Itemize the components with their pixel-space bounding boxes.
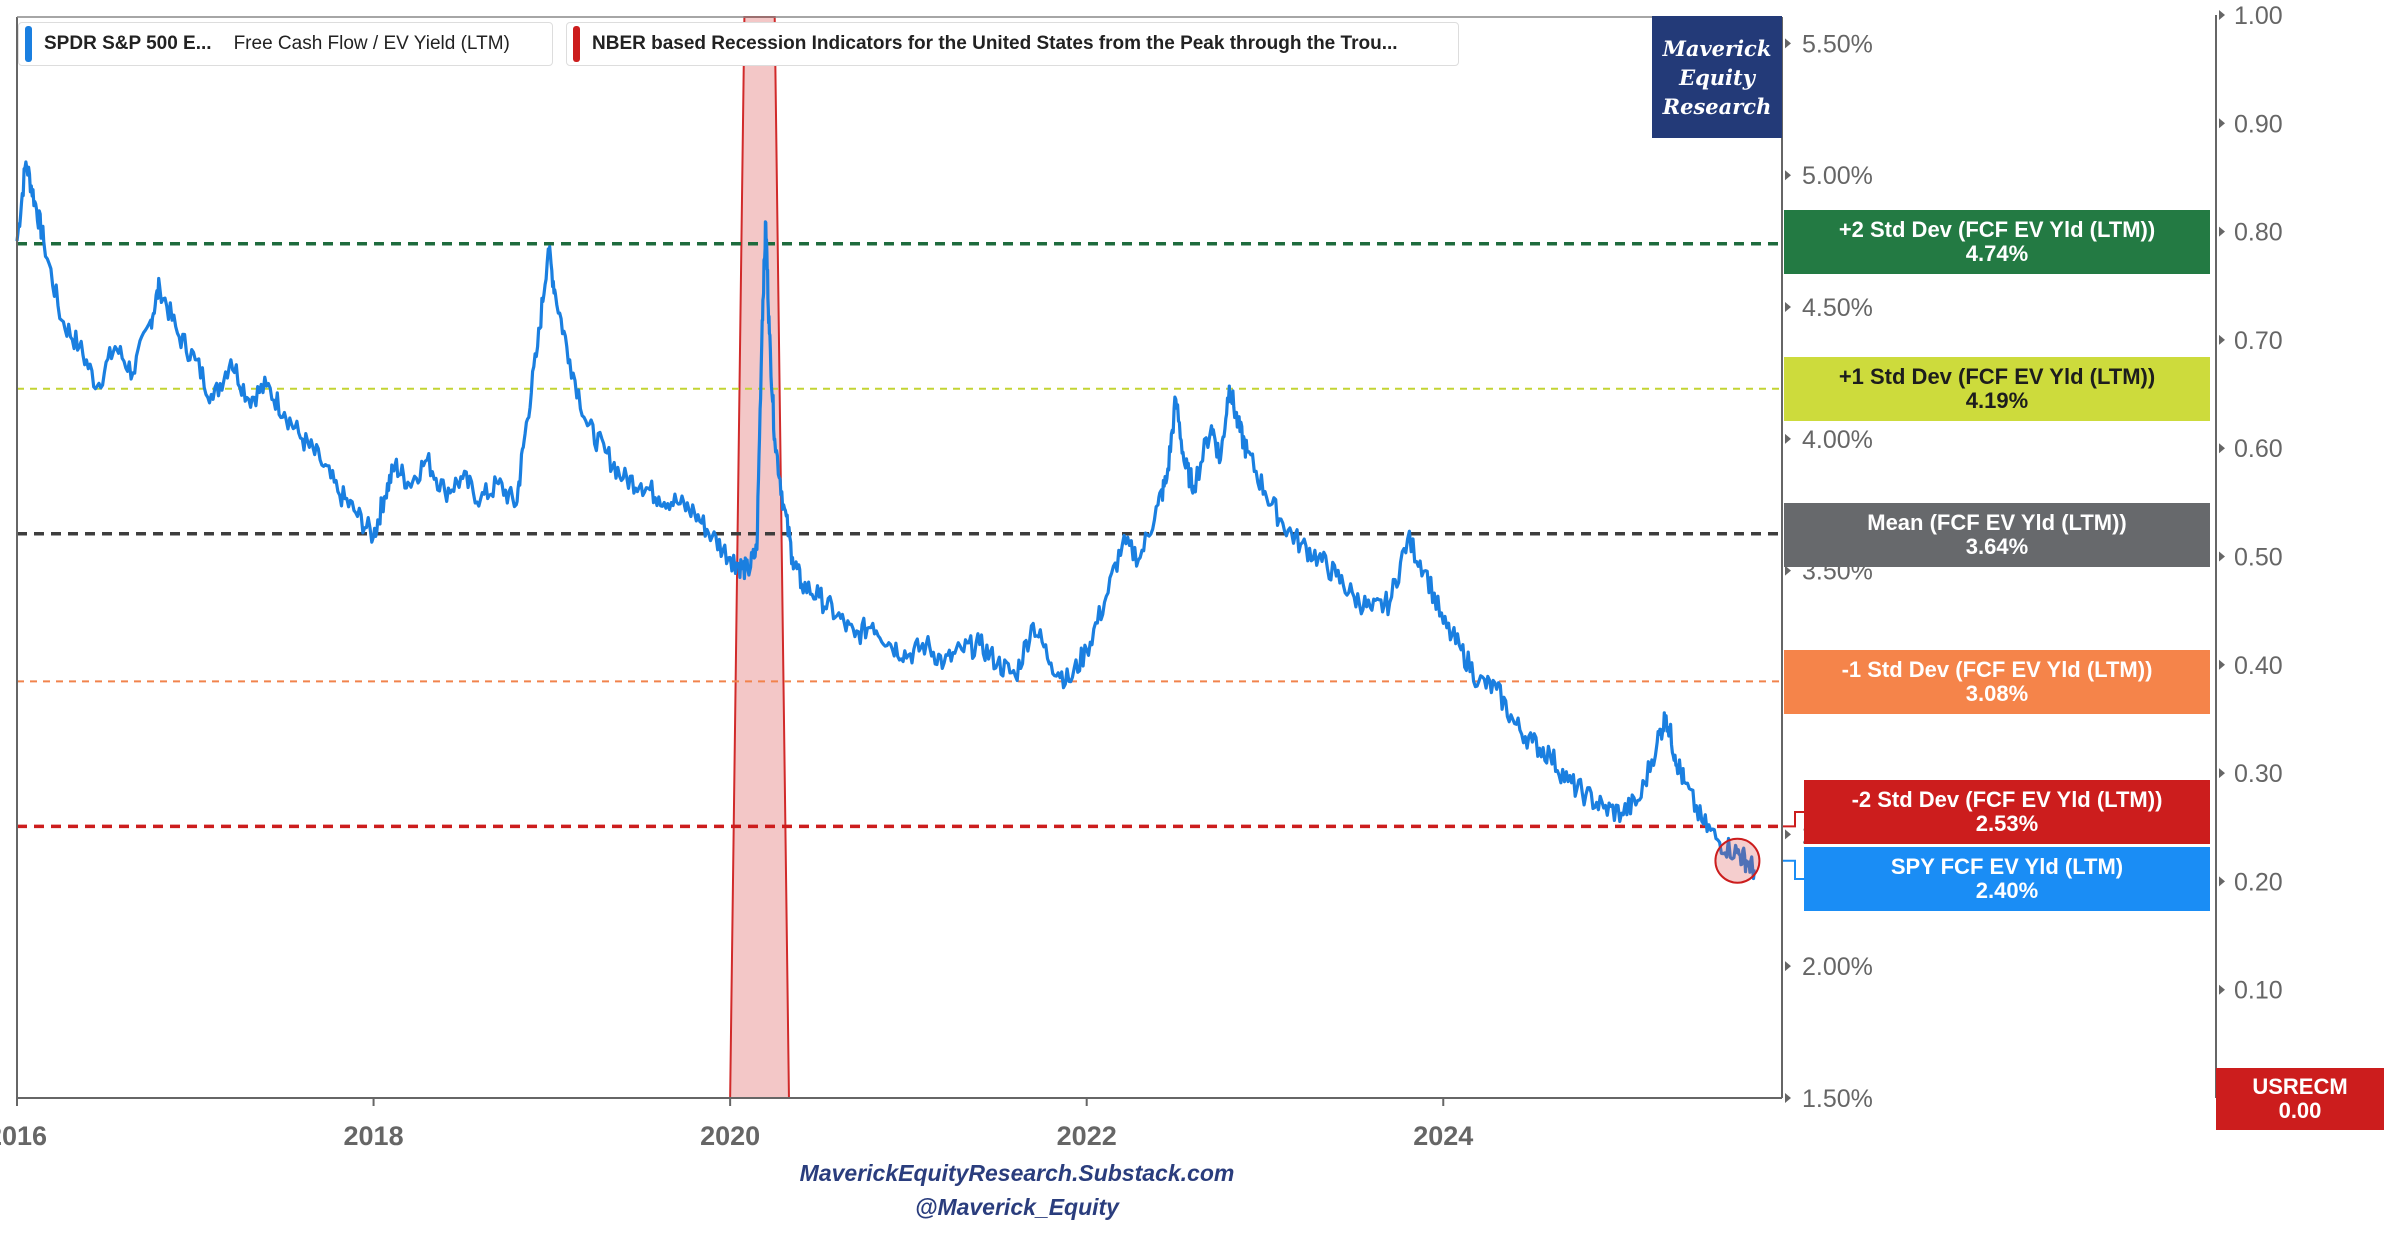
y-tick-mark <box>1785 961 1791 972</box>
x-tick-label: 2020 <box>700 1121 760 1151</box>
band-value: 3.08% <box>1965 681 2029 706</box>
x-tick-label: 2016 <box>0 1121 47 1151</box>
y-tick-mark <box>1785 38 1791 49</box>
band-badge-minus1: -1 Std Dev (FCF EV Yld (LTM)) 3.08% <box>1784 650 2210 714</box>
recession-area <box>17 16 1782 1099</box>
legend-ticker: SPDR S&P 500 E... <box>44 33 212 54</box>
y2-tick-mark <box>2219 10 2225 20</box>
x-tick-label: 2024 <box>1413 1121 1473 1151</box>
band-label: +1 Std Dev (FCF EV Yld (LTM)) <box>1838 364 2156 389</box>
y2-tick-label: 0.90 <box>2234 110 2283 138</box>
band-value: 2.53% <box>1975 811 2039 836</box>
y2-tick-mark <box>2219 659 2225 670</box>
y2-tick-label: 0.50 <box>2234 544 2283 572</box>
y-tick-label: 4.50% <box>1802 294 1873 322</box>
latest-value-highlight <box>1714 837 1761 884</box>
legend-item-spy[interactable]: SPDR S&P 500 E... Free Cash Flow / EV Yi… <box>18 22 553 66</box>
current-value-badge: SPY FCF EV Yld (LTM) 2.40% <box>1804 847 2210 911</box>
band-label: +2 Std Dev (FCF EV Yld (LTM)) <box>1838 217 2156 242</box>
current-value: 2.40% <box>1975 878 2039 903</box>
legend-swatch-spy <box>25 26 32 62</box>
band-badge-plus1: +1 Std Dev (FCF EV Yld (LTM)) 4.19% <box>1784 357 2210 421</box>
legend-swatch-recession <box>573 26 580 62</box>
y2-tick-label: 0.80 <box>2234 219 2283 247</box>
y2-tick-mark <box>2219 876 2225 887</box>
recession-badge-label: USRECM <box>2252 1074 2348 1099</box>
y2-tick-mark <box>2219 226 2225 237</box>
footer-site[interactable]: MaverickEquityResearch.Substack.com <box>799 1160 1235 1186</box>
y-tick-label: 5.00% <box>1802 162 1873 190</box>
logo-line-3: Research <box>1662 93 1772 119</box>
y2-tick-mark <box>2219 551 2225 562</box>
axes <box>16 15 2217 1099</box>
connector-current <box>1782 859 1804 880</box>
legend-metric: Free Cash Flow / EV Yield (LTM) <box>233 33 510 54</box>
y2-tick-mark <box>2219 768 2225 779</box>
x-tick-label: 2022 <box>1057 1121 1117 1151</box>
footer-handle[interactable]: @Maverick_Equity <box>915 1194 1119 1220</box>
band-label: -1 Std Dev (FCF EV Yld (LTM)) <box>1841 657 2153 682</box>
spy-fcf-ev-yield-line <box>15 160 1757 881</box>
recession-layer <box>17 16 1782 1099</box>
recession-value-badge: USRECM 0.00 <box>2216 1068 2384 1130</box>
band-badge-mean: Mean (FCF EV Yld (LTM)) 3.64% <box>1784 503 2210 567</box>
y-tick-mark <box>1785 302 1791 313</box>
band-badge-minus2: -2 Std Dev (FCF EV Yld (LTM)) 2.53% <box>1804 780 2210 844</box>
connector-minus2 <box>1782 811 1804 828</box>
y2-tick-mark <box>2219 334 2225 345</box>
current-label: SPY FCF EV Yld (LTM) <box>1890 854 2124 879</box>
y-tick-label: 2.00% <box>1802 953 1873 981</box>
tick-labels: 201620182020202220241.50%2.00%2.50%3.00%… <box>0 2 2283 1151</box>
legend-recession-name: NBER based Recession Indicators for the … <box>592 33 1398 54</box>
x-tick-label: 2018 <box>344 1121 404 1151</box>
logo-line-1: Maverick <box>1662 35 1772 61</box>
y-tick-mark <box>1785 829 1791 840</box>
band-label: -2 Std Dev (FCF EV Yld (LTM)) <box>1851 787 2163 812</box>
recession-badge-value: 0.00 <box>2278 1098 2322 1123</box>
y2-tick-label: 1.00 <box>2234 2 2283 30</box>
y-tick-mark <box>1785 1093 1791 1103</box>
legend-item-recession[interactable]: NBER based Recession Indicators for the … <box>566 22 1459 66</box>
reference-lines <box>17 241 1782 829</box>
y-tick-label: 1.50% <box>1802 1085 1873 1113</box>
y2-tick-mark <box>2219 984 2225 995</box>
maverick-logo: Maverick Equity Research <box>1652 16 1782 138</box>
band-label: Mean (FCF EV Yld (LTM)) <box>1867 510 2127 535</box>
y2-tick-mark <box>2219 118 2225 129</box>
y2-tick-label: 0.10 <box>2234 977 2283 1005</box>
y2-tick-label: 0.60 <box>2234 435 2283 463</box>
y-tick-mark <box>1785 565 1791 576</box>
y-tick-label: 4.00% <box>1802 426 1873 454</box>
band-badge-plus2: +2 Std Dev (FCF EV Yld (LTM)) 4.74% <box>1784 210 2210 274</box>
y2-tick-label: 0.30 <box>2234 760 2283 788</box>
series-layer <box>15 160 1804 884</box>
band-value: 4.74% <box>1965 241 2029 266</box>
y2-tick-label: 0.40 <box>2234 652 2283 680</box>
band-value: 4.19% <box>1965 388 2029 413</box>
y2-tick-mark <box>2219 443 2225 454</box>
y-tick-mark <box>1785 170 1791 181</box>
y-tick-mark <box>1785 433 1791 444</box>
y2-tick-label: 0.70 <box>2234 327 2283 355</box>
band-value: 3.64% <box>1965 534 2029 559</box>
y-tick-label: 5.50% <box>1802 30 1873 58</box>
logo-line-2: Equity <box>1679 64 1755 90</box>
y2-tick-label: 0.20 <box>2234 868 2283 896</box>
